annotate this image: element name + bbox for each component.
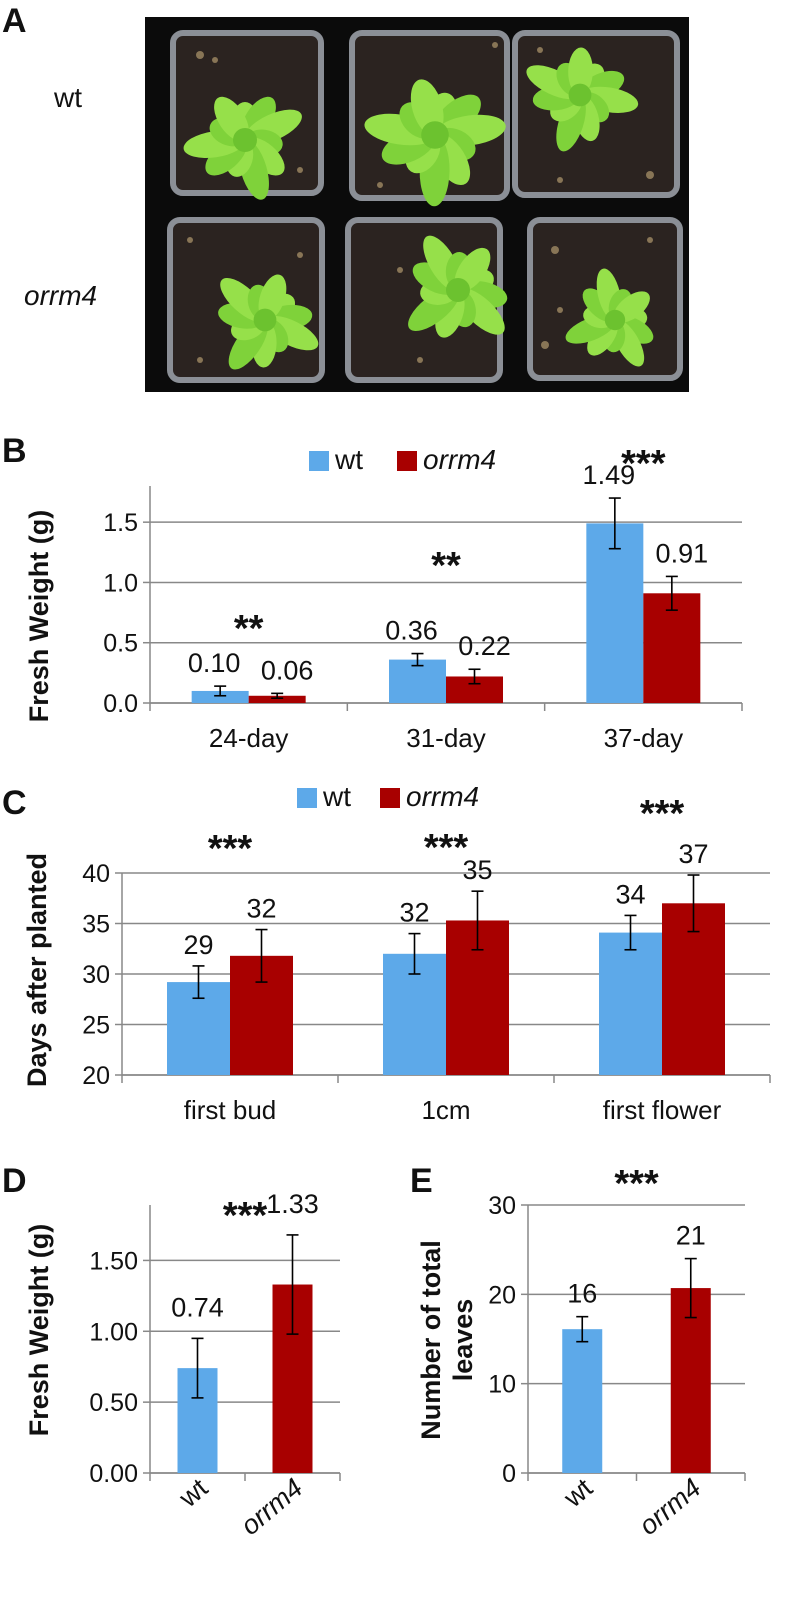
legend-swatch-orrm4 [380,788,400,808]
y-tick-label: 20 [82,1062,110,1090]
data-label: 0.06 [261,655,314,685]
data-label: 1.33 [266,1189,319,1219]
data-label: 35 [462,855,492,885]
x-tick-label: 37-day [604,723,684,753]
legend-label-orrm4: orrm4 [406,781,479,812]
data-label: 0.22 [458,631,511,661]
bar-wt [599,932,662,1075]
panel-c-letter: C [2,784,27,822]
y-tick-label: 0.0 [103,690,138,718]
plant-rosette-icon [183,47,654,370]
x-tick-label: orrm4 [633,1473,706,1541]
panel-a-letter: A [2,2,27,40]
legend-swatch-orrm4 [397,451,417,471]
x-tick-label: 31-day [406,723,486,753]
y-tick-label: 0 [502,1460,516,1488]
x-tick-label: wt [557,1472,598,1513]
chart-b: 0.0 0.5 1.0 1.5 Fresh Weight (g) 24-day ** 31-d… [24,443,743,753]
x-tick-label: first flower [603,1095,722,1125]
data-label: 0.91 [656,538,709,568]
chart-e: 0 10 20 30 Number of totalleaves wt orrm4 *** 16… [416,1163,746,1541]
data-label: 21 [676,1221,706,1251]
y-tick-label: 25 [82,1012,110,1040]
y-tick-label: 1.5 [103,509,138,537]
rosette-center [604,309,626,331]
rosette-center [233,128,257,152]
data-label: 0.36 [385,616,438,646]
y-axis-label: Fresh Weight (g) [24,1224,54,1437]
significance-marker: *** [424,827,469,869]
y-tick-label: 0.5 [103,630,138,658]
legend-swatch-wt [309,451,329,471]
y-tick-label: 0.00 [89,1460,138,1488]
panel-a-label-orrm4: orrm4 [24,280,97,311]
y-tick-label: 40 [82,860,110,888]
bar-wt [562,1329,603,1473]
bar-orrm4 [248,695,306,703]
data-label: 0.74 [171,1292,224,1322]
y-tick-label: 0.50 [89,1389,138,1417]
rosette-center [421,121,449,149]
x-tick-label: wt [173,1472,214,1513]
y-tick-label: 20 [488,1281,516,1309]
rosette-center [446,278,470,302]
legend-label-wt: wt [334,444,363,475]
panel-b-letter: B [2,432,27,470]
y-tick-label: 30 [82,961,110,989]
y-axis-label: Fresh Weight (g) [24,510,54,723]
y-tick-label: 10 [488,1371,516,1399]
legend-swatch-wt [297,788,317,808]
panel-a-label-wt: wt [53,82,82,113]
rosette-center [253,308,277,332]
x-tick-label: first bud [184,1095,277,1125]
data-label: 1.49 [583,460,636,490]
bar-wt [586,523,644,703]
bar-wt [389,659,446,703]
bar-wt [191,690,249,703]
panel-d-letter: D [2,1162,27,1200]
panel-e-letter: E [410,1162,433,1200]
y-tick-label: 35 [82,911,110,939]
significance-marker: ** [234,608,264,650]
rosette-center [568,83,592,107]
significance-marker: *** [223,1195,268,1237]
data-label: 34 [615,879,645,909]
bar-orrm4 [643,593,701,703]
data-label: 32 [246,894,276,924]
significance-marker: *** [208,828,253,870]
x-tick-label: 1cm [421,1095,470,1125]
y-tick-label: 1.50 [89,1247,138,1275]
significance-marker: *** [614,1163,659,1205]
significance-marker: *** [640,793,685,835]
chart-c: 20 25 30 35 40 Days after planted first bud ***… [22,781,771,1125]
significance-marker: *** [621,443,666,485]
bar-orrm4 [670,1288,711,1473]
y-tick-label: 1.0 [103,569,138,597]
chart-d: 0.00 0.50 1.00 1.50 Fresh Weight (g) wt orrm4 *… [24,1189,341,1541]
data-label: 37 [678,839,708,869]
data-label: 29 [183,930,213,960]
y-axis-label: Days after planted [22,853,52,1087]
data-label: 32 [399,898,429,928]
x-tick-label: orrm4 [235,1473,308,1541]
data-label: 16 [567,1279,597,1309]
y-tick-label: 30 [488,1192,516,1220]
plant-photo [145,17,689,392]
data-label: 0.10 [188,648,241,678]
y-tick-label: 1.00 [89,1318,138,1346]
x-tick-label: 24-day [209,723,289,753]
significance-marker: ** [431,545,461,587]
legend-label-wt: wt [322,781,351,812]
legend-label-orrm4: orrm4 [423,444,496,475]
leaf [568,47,593,96]
y-axis-label: Number of totalleaves [416,1240,478,1440]
